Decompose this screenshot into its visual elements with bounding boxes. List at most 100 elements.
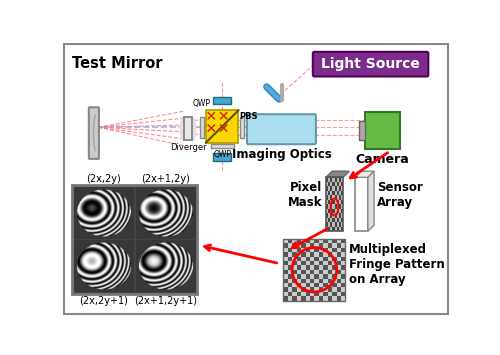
Bar: [301, 296, 306, 301]
Bar: [310, 296, 314, 301]
Bar: [326, 200, 328, 204]
Bar: [336, 292, 341, 296]
Bar: [326, 186, 328, 191]
Bar: [284, 261, 288, 265]
Text: (2x+1,2y): (2x+1,2y): [141, 174, 190, 184]
Bar: [326, 213, 328, 218]
Bar: [328, 182, 330, 186]
Bar: [314, 296, 319, 301]
Bar: [328, 191, 330, 195]
Bar: [323, 279, 328, 283]
Text: (2x,2y): (2x,2y): [86, 174, 121, 184]
Bar: [323, 270, 328, 274]
Bar: [328, 261, 332, 265]
Bar: [288, 292, 292, 296]
Bar: [288, 274, 292, 279]
Bar: [339, 227, 341, 231]
Bar: [336, 209, 339, 213]
Bar: [332, 279, 336, 283]
Bar: [319, 252, 323, 257]
Bar: [301, 257, 306, 261]
Bar: [341, 191, 343, 195]
Bar: [301, 265, 306, 270]
Bar: [296, 248, 301, 252]
Bar: [339, 222, 341, 227]
Bar: [341, 239, 345, 243]
Bar: [328, 227, 330, 231]
Bar: [296, 287, 301, 292]
Bar: [332, 270, 336, 274]
Bar: [336, 283, 341, 287]
Bar: [326, 204, 328, 209]
Bar: [292, 261, 296, 265]
Bar: [326, 178, 343, 231]
Bar: [326, 222, 328, 227]
Bar: [326, 178, 328, 182]
Bar: [306, 274, 310, 279]
Bar: [319, 274, 323, 279]
Bar: [288, 243, 292, 248]
Bar: [330, 204, 332, 209]
Bar: [336, 178, 339, 182]
Bar: [301, 243, 306, 248]
Bar: [323, 296, 328, 301]
Bar: [292, 274, 296, 279]
Bar: [341, 186, 343, 191]
Bar: [334, 204, 336, 209]
Bar: [213, 97, 232, 104]
Bar: [328, 265, 332, 270]
Bar: [306, 257, 310, 261]
Bar: [332, 227, 334, 231]
Bar: [332, 296, 336, 301]
Bar: [330, 209, 332, 213]
Bar: [326, 218, 328, 222]
Bar: [296, 274, 301, 279]
Bar: [319, 239, 323, 243]
Bar: [296, 243, 301, 248]
Bar: [314, 283, 319, 287]
Bar: [334, 227, 336, 231]
Text: Sensor
Array: Sensor Array: [377, 181, 423, 209]
Text: Test Mirror: Test Mirror: [72, 56, 162, 71]
Bar: [339, 186, 341, 191]
Bar: [341, 182, 343, 186]
Bar: [339, 178, 341, 182]
Bar: [334, 191, 336, 195]
Bar: [330, 182, 332, 186]
Text: Multiplexed
Fringe Pattern
on Array: Multiplexed Fringe Pattern on Array: [349, 243, 445, 286]
Text: (2x,2y+1): (2x,2y+1): [80, 296, 128, 306]
Bar: [365, 112, 400, 149]
Bar: [306, 243, 310, 248]
Bar: [341, 209, 343, 213]
Bar: [292, 270, 296, 274]
Bar: [332, 195, 334, 200]
Bar: [296, 261, 301, 265]
Bar: [339, 213, 341, 218]
Bar: [314, 248, 319, 252]
Bar: [296, 265, 301, 270]
Bar: [339, 200, 341, 204]
Bar: [328, 178, 330, 182]
Bar: [332, 261, 336, 265]
Bar: [328, 252, 332, 257]
Bar: [336, 243, 341, 248]
Bar: [200, 116, 203, 138]
Bar: [334, 178, 336, 182]
Bar: [341, 287, 345, 292]
Bar: [284, 287, 288, 292]
Bar: [332, 287, 336, 292]
Bar: [332, 222, 334, 227]
Text: Diverger: Diverger: [170, 143, 206, 152]
Bar: [306, 239, 310, 243]
Bar: [301, 239, 306, 243]
Bar: [301, 270, 306, 274]
Bar: [328, 243, 332, 248]
Bar: [296, 252, 301, 257]
Bar: [296, 283, 301, 287]
Bar: [296, 296, 301, 301]
Bar: [288, 239, 292, 243]
Bar: [284, 239, 288, 243]
Bar: [284, 252, 288, 257]
Bar: [326, 191, 328, 195]
Bar: [334, 186, 336, 191]
